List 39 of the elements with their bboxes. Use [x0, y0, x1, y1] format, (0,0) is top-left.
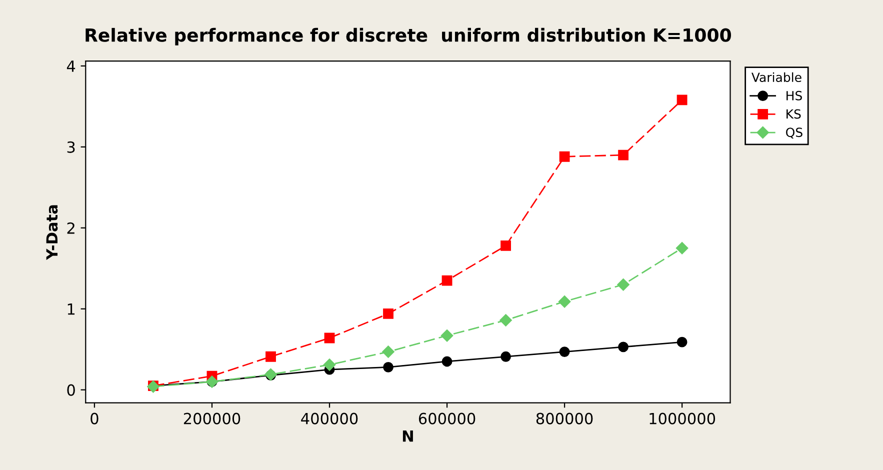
y-tick-label: 1: [68, 304, 75, 315]
y-tick-label: 2: [67, 222, 74, 234]
y-tick-label: 0: [67, 384, 75, 396]
point: [383, 362, 394, 372]
point: [324, 332, 335, 344]
legend-label: HS: [786, 90, 802, 100]
point: [676, 94, 688, 106]
point: [382, 346, 394, 358]
legend-label: QS: [786, 128, 802, 138]
y-axis-title: Y-Data: [46, 205, 58, 260]
legend-title: Variable: [752, 72, 802, 82]
x-tick-label: 600000: [418, 412, 476, 424]
legend-label: KS: [786, 109, 801, 119]
point: [442, 356, 452, 367]
point: [442, 275, 452, 286]
chart-title: Relative performance for discrete uniform distribution K=1000: [86, 28, 732, 46]
x-tick-label: 1000000: [650, 412, 716, 424]
y-tick-label: 4: [66, 60, 76, 72]
point: [676, 242, 688, 254]
point: [266, 351, 276, 362]
point: [323, 358, 336, 371]
x-tick-label: 400000: [301, 412, 358, 424]
point: [558, 295, 571, 308]
point: [676, 336, 688, 348]
point: [618, 150, 629, 160]
point: [383, 308, 394, 319]
point: [559, 346, 570, 357]
point: [618, 342, 629, 352]
point: [500, 240, 511, 251]
point: [500, 351, 511, 362]
x-tick-label: 800000: [536, 412, 593, 424]
point: [440, 329, 454, 342]
x-axis-title: N: [402, 430, 413, 442]
x-tick-label: 0: [90, 412, 98, 424]
x-tick-label: 200000: [184, 412, 240, 424]
point: [617, 278, 630, 291]
point: [559, 151, 570, 162]
y-tick-label: 3: [67, 141, 75, 153]
point: [500, 314, 512, 326]
